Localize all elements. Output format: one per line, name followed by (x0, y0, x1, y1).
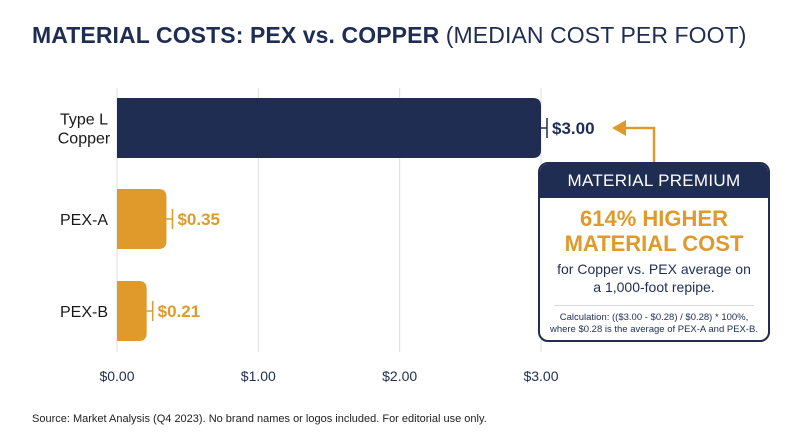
callout-body-line2: a 1,000-foot repipe. (593, 279, 715, 295)
category-label: Type L Copper (58, 112, 111, 148)
bar-pex-b (117, 281, 147, 341)
callout-header: MATERIAL PREMIUM (540, 164, 768, 198)
category-label-line: PEX-A (60, 212, 108, 229)
callout-arrow-head (612, 120, 626, 136)
x-tick-label: $0.00 (99, 368, 134, 384)
callout-calculation: Calculation: (($3.00 - $0.28) / $0.28) *… (540, 312, 768, 336)
value-label: $0.21 (158, 302, 201, 321)
material-premium-callout: MATERIAL PREMIUM 614% HIGHER MATERIAL CO… (538, 162, 770, 342)
category-label-line: Type L (60, 112, 108, 129)
bar-layer (117, 98, 548, 341)
x-tick-label: $3.00 (523, 368, 558, 384)
bar-type-l-copper (117, 98, 541, 158)
callout-headline: 614% HIGHER MATERIAL COST (540, 206, 768, 256)
value-label: $0.35 (177, 210, 220, 229)
x-tick-label: $2.00 (382, 368, 417, 384)
source-note: Source: Market Analysis (Q4 2023). No br… (32, 413, 487, 425)
chart-title-subtitle: (MEDIAN COST PER FOOT) (445, 22, 747, 48)
callout-arrow-line (624, 126, 656, 162)
label-layer: $0.00 $1.00 $2.00 $3.00 $3.00 Type L Copper $0.… (58, 112, 595, 385)
callout-body: for Copper vs. PEX average on a 1,000-fo… (540, 260, 768, 296)
x-tick-label: $1.00 (241, 368, 276, 384)
category-label-line: PEX-B (60, 304, 108, 321)
category-label: PEX-B (60, 304, 108, 321)
callout-arrow-layer (612, 120, 656, 162)
callout-headline-line2: MATERIAL COST (564, 231, 744, 256)
category-label-line: Copper (58, 131, 111, 148)
chart-title: MATERIAL COSTS: PEX vs. COPPER (MEDIAN C… (32, 22, 747, 49)
callout-calc-line1: Calculation: (($3.00 - $0.28) / $0.28) *… (559, 312, 749, 323)
callout-body-line1: for Copper vs. PEX average on (557, 261, 751, 277)
callout-divider (554, 305, 754, 306)
bar-pex-a (117, 189, 167, 249)
callout-calc-line2: where $0.28 is the average of PEX-A and … (549, 324, 759, 335)
chart-title-bold: MATERIAL COSTS: PEX vs. COPPER (32, 22, 440, 48)
category-label: PEX-A (60, 212, 108, 229)
value-label: $3.00 (552, 119, 595, 138)
callout-headline-line1: 614% HIGHER (580, 206, 728, 231)
